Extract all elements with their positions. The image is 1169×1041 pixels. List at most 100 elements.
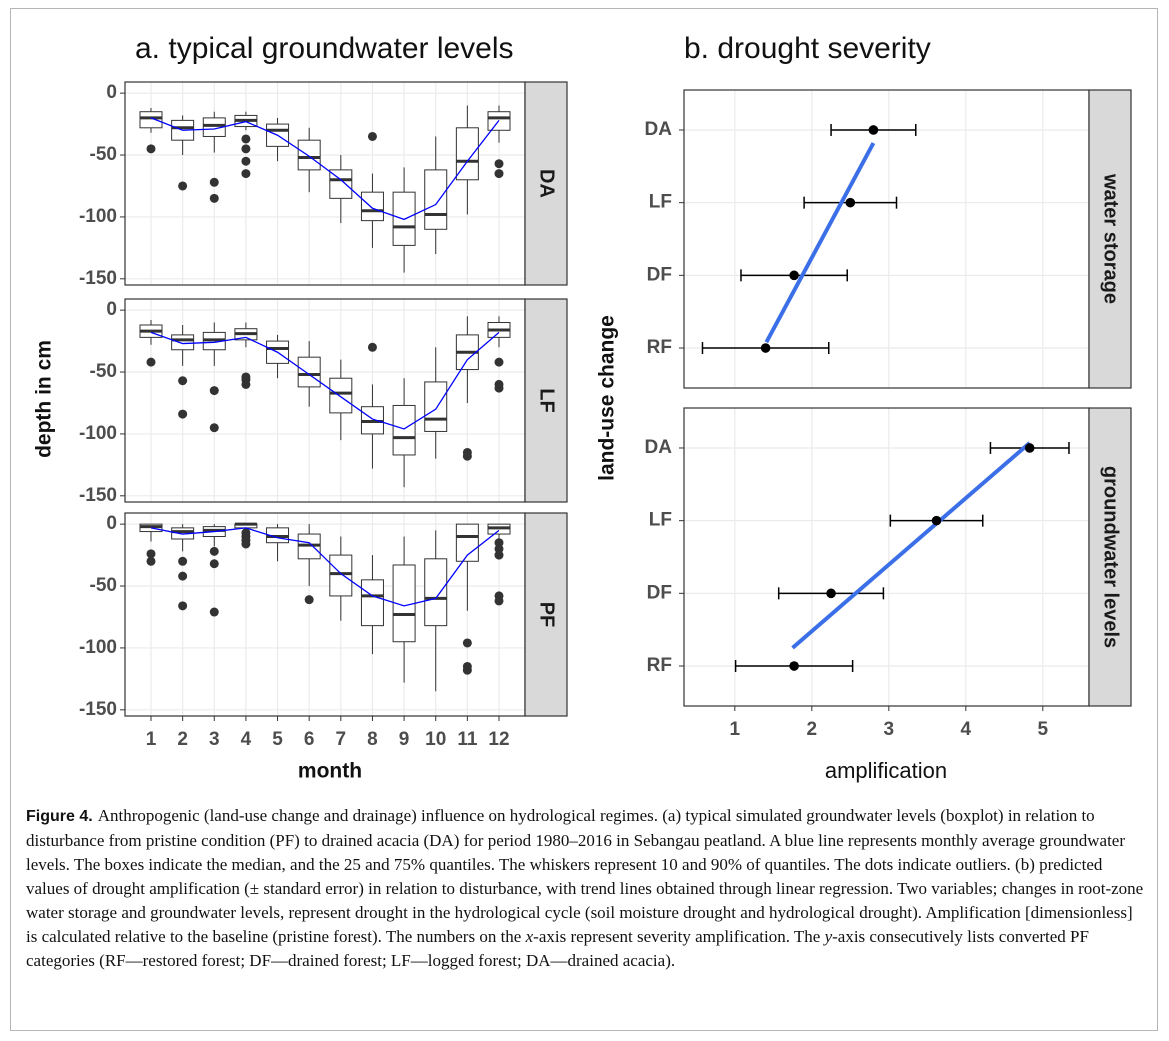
panel	[125, 82, 525, 285]
outlier	[462, 451, 472, 461]
caption-text: x	[525, 927, 534, 946]
mean-line	[150, 527, 500, 607]
point	[789, 270, 799, 281]
outlier	[178, 181, 188, 191]
y-tick-label: 0	[106, 82, 117, 103]
outlier	[146, 556, 156, 566]
outlier	[241, 539, 251, 549]
box	[329, 554, 353, 597]
outlier	[209, 423, 219, 433]
box	[297, 139, 321, 171]
outlier	[367, 342, 377, 352]
outlier	[462, 665, 472, 675]
y-tick-label: -150	[79, 485, 117, 506]
point	[868, 125, 879, 135]
x-tick-label: 2	[807, 719, 818, 740]
outlier	[209, 607, 219, 617]
point	[826, 588, 836, 599]
caption-label: Figure 4.	[26, 808, 93, 825]
outlier	[494, 544, 504, 554]
mean-line	[150, 331, 500, 430]
outlier	[146, 357, 156, 367]
outlier	[146, 144, 156, 154]
x-tick-label: 6	[304, 729, 315, 750]
outlier	[494, 550, 504, 560]
figure-frame	[10, 8, 1158, 1031]
x-tick-label: 8	[367, 729, 378, 750]
y-tick-label: -100	[79, 637, 117, 658]
outlier	[494, 357, 504, 367]
y-tick-label: 0	[106, 513, 117, 534]
outlier	[494, 159, 504, 169]
x-tick-label: 10	[425, 729, 446, 750]
box	[424, 381, 448, 432]
figure: a. typical groundwater levels b. drought…	[33, 32, 1132, 783]
y-tick-label: DF	[647, 264, 672, 285]
panel	[684, 90, 1089, 388]
outlier	[209, 559, 219, 569]
point	[845, 197, 856, 208]
y-tick-label: 0	[106, 299, 117, 320]
panel	[684, 408, 1089, 706]
x-tick-label: 4	[241, 729, 252, 750]
outlier	[209, 386, 219, 396]
outlier	[241, 144, 251, 154]
strip	[524, 81, 568, 286]
outlier	[178, 556, 188, 566]
y-tick-label: RF	[647, 655, 672, 676]
y-axis-title: land-use change	[596, 315, 619, 481]
outlier	[494, 538, 504, 548]
strip	[1088, 407, 1132, 707]
caption-text: Anthropogenic (land-use change and drain…	[26, 806, 1144, 946]
x-tick-label: 11	[457, 729, 478, 750]
y-tick-label: DA	[645, 437, 673, 458]
outlier	[146, 549, 156, 559]
outlier	[241, 169, 251, 179]
caption: Figure 4. Anthropogenic (land-use change …	[26, 804, 1144, 973]
box	[392, 404, 416, 456]
strip-label: groundwater levels	[1100, 466, 1122, 648]
chart-title: b. drought severity	[684, 32, 931, 65]
y-tick-label: RF	[647, 337, 672, 358]
y-tick-label: -100	[79, 423, 117, 444]
x-axis-title: month	[298, 760, 362, 783]
caption-text: y	[824, 927, 833, 946]
caption-text: -axis consecutively lists converted PF c…	[26, 927, 1089, 970]
point	[931, 515, 942, 526]
box	[329, 377, 353, 414]
outlier	[494, 596, 504, 606]
box	[171, 334, 195, 351]
caption-text: -axis represent severity amplification. …	[533, 927, 825, 946]
outlier	[209, 177, 219, 187]
y-tick-label: LF	[649, 192, 672, 213]
y-tick-label: LF	[649, 510, 672, 531]
box	[424, 169, 448, 230]
outlier	[209, 193, 219, 203]
trend-line	[764, 142, 876, 344]
outlier	[178, 376, 188, 386]
outlier	[494, 169, 504, 179]
box	[424, 558, 448, 627]
box	[455, 523, 479, 562]
x-tick-label: 7	[336, 729, 347, 750]
box	[329, 169, 353, 199]
strip-label: PF	[536, 602, 558, 628]
x-axis-title: amplification	[825, 758, 947, 783]
strip	[524, 298, 568, 503]
outlier	[367, 131, 377, 141]
x-tick-label: 3	[884, 719, 895, 740]
point	[789, 661, 799, 671]
panel	[125, 299, 525, 502]
x-tick-label: 5	[272, 729, 283, 750]
x-tick-label: 4	[961, 719, 972, 740]
outlier	[241, 379, 251, 389]
trend-line	[791, 441, 1032, 650]
outlier	[178, 409, 188, 419]
strip-label: LF	[536, 388, 558, 412]
y-tick-label: -50	[90, 575, 117, 596]
outlier	[462, 638, 472, 648]
y-axis-title: depth in cm	[33, 340, 56, 458]
y-tick-label: -50	[90, 144, 117, 165]
x-tick-label: 5	[1038, 719, 1049, 740]
